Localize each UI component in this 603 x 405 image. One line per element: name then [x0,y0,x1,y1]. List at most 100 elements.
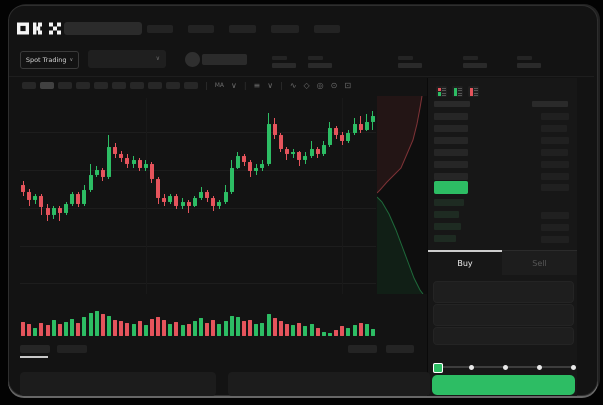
bid-price-bar[interactable] [434,235,456,242]
buy-submit-button[interactable] [432,375,575,395]
candle-body [113,146,118,155]
volume-bar [254,323,259,336]
orders-panel-right[interactable] [228,372,430,396]
amount-field[interactable] [433,304,574,326]
candle-body [57,207,62,214]
draw-tool-icon[interactable]: ◇ [303,81,310,90]
nav-item[interactable] [147,25,173,33]
chevron-down-icon[interactable]: ∨ [230,81,237,90]
pair-selector-dropdown[interactable]: ∨ [88,50,166,68]
volume-bar [303,326,308,336]
ticker-stat-value [463,63,487,68]
volume-bar [45,325,50,336]
nav-item[interactable] [229,25,256,33]
book-asks-icon[interactable] [468,86,479,97]
candle-style-icon[interactable]: ≡ [253,81,261,90]
chart-bottom-tab-1[interactable] [20,345,50,353]
volume-bar [156,316,160,336]
slider-dot[interactable] [537,364,542,370]
candle-body [156,179,160,198]
slider-handle[interactable] [433,362,443,373]
candle-body [143,163,148,168]
candle-body [106,146,111,178]
nav-item[interactable] [271,25,299,33]
ask-price-bar[interactable] [434,173,468,180]
candle-body [149,163,154,179]
chart-bottom-tab-2[interactable] [57,345,87,353]
bid-price-bar[interactable] [434,211,459,218]
nav-item[interactable] [314,25,340,33]
buy-tab-underline [428,250,502,252]
slider-dot[interactable] [503,364,508,370]
timeframe-button[interactable] [148,82,162,89]
candle-body [334,127,338,136]
candlestick-chart[interactable] [20,98,376,294]
ticker-stat-value [517,63,541,68]
timeframe-button[interactable] [112,82,126,89]
timeframe-button[interactable] [184,82,198,89]
timeframe-button[interactable] [58,82,72,89]
ask-price-bar[interactable] [434,125,468,132]
ticker-stat-label [463,56,478,60]
timeframe-button[interactable] [94,82,108,89]
volume-bar [242,320,246,336]
volume-bar [119,320,124,336]
camera-icon[interactable]: ◎ [316,81,324,90]
search-input[interactable] [64,22,142,35]
volume-bar [370,329,375,336]
candle-body [315,148,320,155]
candle-body [21,184,25,193]
ask-amount-bar [541,173,569,180]
candle-body [137,160,142,168]
ask-price-bar[interactable] [434,137,468,144]
depth-chart [376,95,428,295]
candle-body [291,152,296,155]
candle-body [27,192,32,200]
candle-body [211,198,216,206]
chart-option-2[interactable] [386,345,414,353]
candle-body [125,158,130,164]
market-type-dropdown[interactable]: Spot Trading ∨ [20,51,79,69]
candle-body [70,194,75,204]
line-tool-icon[interactable]: ∿ [289,81,297,90]
last-price-bar[interactable] [434,181,468,194]
ask-price-bar[interactable] [434,161,468,168]
ask-price-bar[interactable] [434,113,468,120]
nav-item[interactable] [188,25,214,33]
chart-option-1[interactable] [348,345,377,353]
fullscreen-icon[interactable]: ⊡ [344,81,352,90]
ma-indicator-icon[interactable]: MA [214,82,224,89]
slider-dot[interactable] [571,364,576,370]
bid-price-bar[interactable] [434,199,464,206]
book-combined-icon[interactable] [436,86,447,97]
total-field[interactable] [433,327,574,345]
timeframe-button[interactable] [130,82,144,89]
slider-dot[interactable] [469,364,474,370]
divider [9,76,594,77]
candle-body [254,167,259,172]
book-bids-icon[interactable] [452,86,463,97]
buy-tab[interactable]: Buy [428,251,502,275]
ask-amount-bar [541,161,569,168]
ask-amount-bar [541,184,569,191]
volume-bar [51,320,56,336]
gridline-h [20,246,376,247]
bid-price-bar[interactable] [434,223,461,230]
timeframe-button[interactable] [40,82,54,89]
chevron-down-icon[interactable]: ∨ [267,81,274,90]
settings-icon[interactable]: ⊙ [330,81,338,90]
volume-bar [131,323,136,336]
timeframe-button[interactable] [166,82,180,89]
orders-panel-left[interactable] [20,372,216,396]
timeframe-button[interactable] [76,82,90,89]
candle-body [131,160,136,164]
candle-body [235,156,240,168]
volume-bar [125,322,130,336]
sell-tab[interactable]: Sell [502,251,577,275]
timeframe-button[interactable] [22,82,36,89]
candle-body [229,167,234,193]
top-nav [147,25,340,33]
price-field[interactable] [433,281,574,303]
ask-price-bar[interactable] [434,149,468,156]
volume-bar [100,313,105,336]
